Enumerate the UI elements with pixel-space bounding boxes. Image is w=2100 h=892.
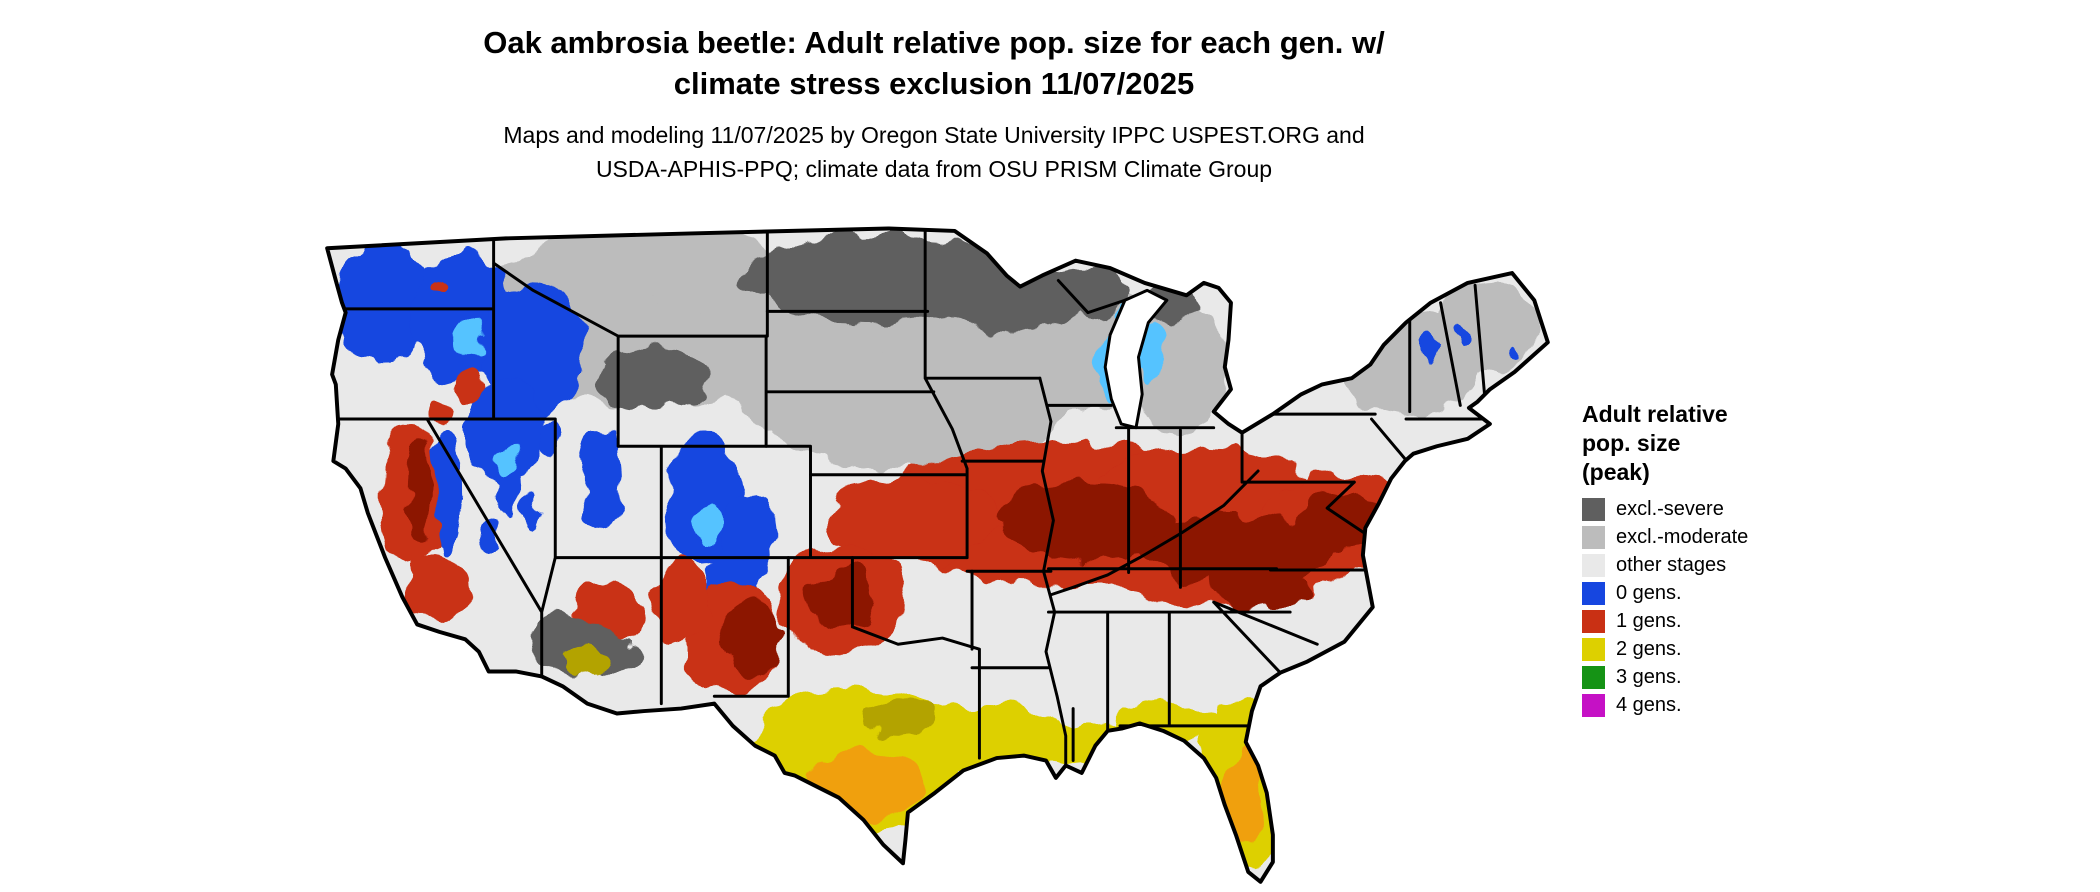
legend-item-gens1: 1 gens. xyxy=(1582,610,1872,633)
legend-swatch-gens2 xyxy=(1582,638,1605,661)
legend-item-severe: excl.-severe xyxy=(1582,498,1872,521)
map-credits: Maps and modeling 11/07/2025 by Oregon S… xyxy=(503,122,1365,182)
legend-item-label: 2 gens. xyxy=(1616,638,1682,660)
legend-swatch-other xyxy=(1582,554,1605,577)
legend-item-gens3: 3 gens. xyxy=(1582,666,1872,689)
legend-item-gens2: 2 gens. xyxy=(1582,638,1872,661)
legend-item-label: 3 gens. xyxy=(1616,666,1682,688)
region-1-gens-dark xyxy=(407,436,1389,674)
legend-swatch-moderate xyxy=(1582,526,1605,549)
us-map-svg xyxy=(325,226,1550,884)
legend-item-label: 4 gens. xyxy=(1616,694,1682,716)
legend-item-label: excl.-moderate xyxy=(1616,526,1749,548)
us-generation-map xyxy=(321,226,1554,888)
legend-item-gens4: 4 gens. xyxy=(1582,694,1872,717)
legend-item-label: excl.-severe xyxy=(1616,498,1724,520)
legend-item-label: 0 gens. xyxy=(1616,582,1682,604)
region-excl-severe xyxy=(526,233,1203,674)
legend-swatch-gens4 xyxy=(1582,694,1605,717)
legend-swatch-severe xyxy=(1582,498,1605,521)
region-3-gens xyxy=(1196,869,1227,882)
us-outline xyxy=(325,226,1550,884)
legend-item-other: other stages xyxy=(1582,554,1872,577)
map-title: Oak ambrosia beetle: Adult relative pop.… xyxy=(483,25,1385,101)
region-2-gens-dark xyxy=(565,647,938,734)
state-borders xyxy=(330,228,1488,767)
legend-item-label: 1 gens. xyxy=(1616,610,1682,632)
legend-swatch-gens3 xyxy=(1582,666,1605,689)
legend-items: excl.-severe excl.-moderate other stages 0 … xyxy=(1582,498,1872,717)
legend-swatch-gens1 xyxy=(1582,610,1605,633)
legend-item-label: other stages xyxy=(1616,554,1727,576)
legend-item-moderate: excl.-moderate xyxy=(1582,526,1872,549)
legend-item-gens0: 0 gens. xyxy=(1582,582,1872,605)
legend-swatch-gens0 xyxy=(1582,582,1605,605)
lake-michigan xyxy=(1103,288,1169,430)
legend-title: Adult relative pop. size (peak) xyxy=(1582,401,1728,485)
legend: Adult relative pop. size (peak) excl.-se… xyxy=(1582,400,1872,722)
